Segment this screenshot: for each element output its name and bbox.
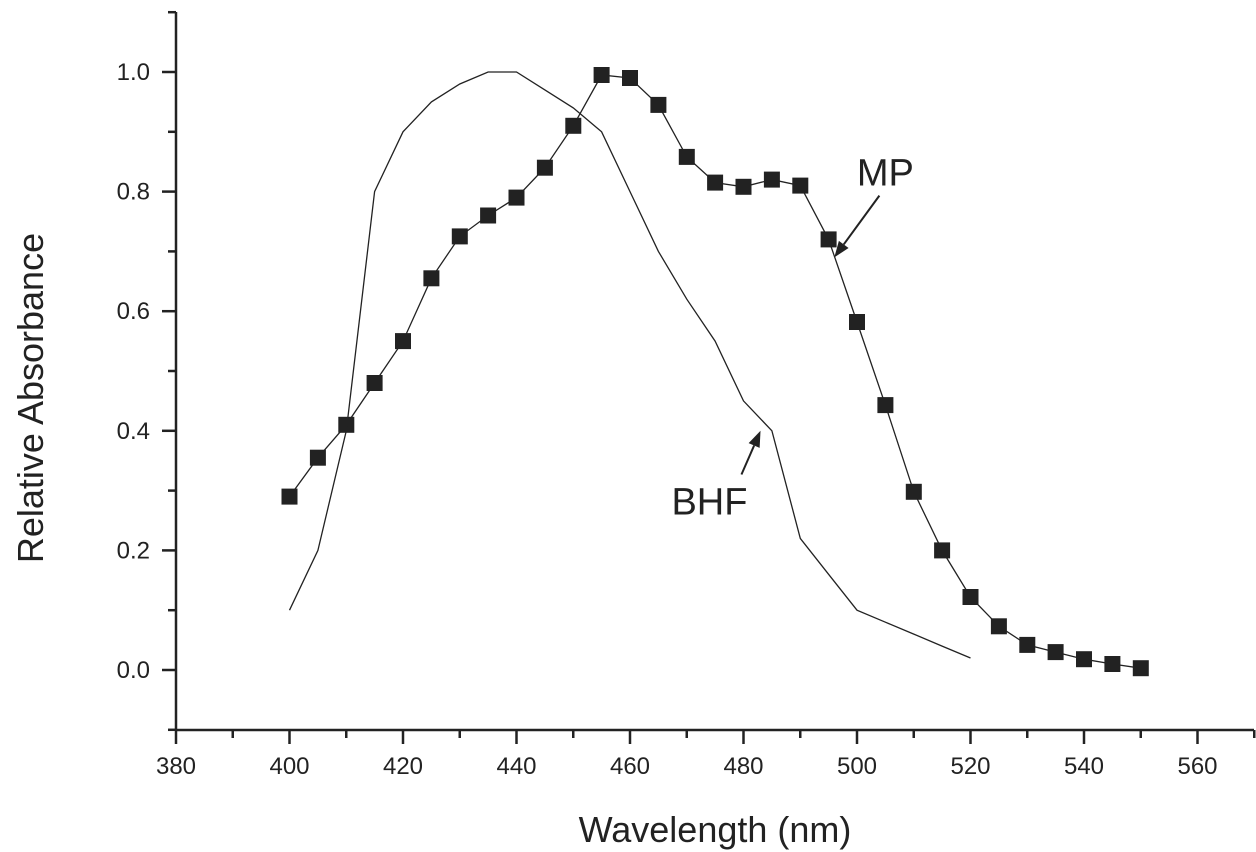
series-bhf — [288, 71, 971, 659]
annotations: MP BHF — [671, 153, 913, 524]
data-point-mp — [792, 177, 809, 194]
x-tick-label: 540 — [1064, 753, 1104, 780]
data-point-mp — [735, 178, 752, 195]
arrow-line-mp — [842, 195, 881, 246]
x-tick-label: 460 — [610, 753, 650, 780]
data-point-mp — [905, 483, 922, 500]
data-point-mp — [366, 375, 383, 391]
data-point-mp — [707, 174, 724, 191]
data-point-mp — [593, 67, 610, 83]
arrow-head-mp — [834, 240, 849, 258]
y-axis-title: Relative Absorbance — [10, 233, 51, 563]
x-tick-label: 520 — [950, 753, 990, 780]
data-point-mp — [650, 96, 667, 113]
data-point-mp — [849, 314, 865, 330]
data-point-mp — [1047, 644, 1064, 661]
data-point-mp — [934, 542, 951, 559]
x-tick-label: 560 — [1177, 753, 1217, 780]
plot-area — [281, 67, 1149, 677]
data-point-mp — [763, 171, 780, 188]
data-point-mp — [1019, 636, 1036, 653]
data-point-mp — [508, 189, 525, 206]
data-point-mp — [480, 207, 497, 224]
arrow-head-bhf — [748, 430, 761, 448]
y-ticks: 0.0 0.2 0.4 0.6 0.8 1.0 — [117, 10, 176, 732]
data-point-mp — [1132, 660, 1149, 677]
y-tick-label: 0.4 — [117, 418, 150, 445]
data-point-mp — [395, 333, 411, 350]
x-tick-label: 400 — [269, 753, 309, 780]
data-point-mp — [565, 117, 582, 134]
data-point-mp — [962, 589, 979, 605]
data-point-mp — [820, 231, 837, 248]
data-point-mp — [423, 270, 440, 287]
y-tick-label: 1.0 — [117, 59, 150, 86]
series-mp — [281, 67, 1149, 677]
series-label-mp: MP — [857, 153, 914, 195]
annotation-mp: MP — [834, 153, 914, 258]
series-line-mp — [288, 74, 1141, 669]
data-point-mp — [1104, 656, 1121, 672]
x-ticks: 380 400 420 440 460 480 500 520 540 560 — [156, 730, 1256, 780]
data-point-mp — [309, 449, 326, 466]
data-point-mp — [338, 416, 355, 433]
x-axis-title: Wavelength (nm) — [579, 809, 852, 850]
series-line-bhf — [288, 71, 971, 659]
data-point-mp — [622, 70, 638, 86]
data-point-mp — [990, 618, 1007, 635]
x-tick-label: 500 — [837, 753, 877, 780]
data-point-mp — [678, 148, 695, 165]
data-point-mp — [1076, 651, 1092, 668]
y-axis: 0.0 0.2 0.4 0.6 0.8 1.0 — [117, 10, 178, 732]
x-tick-label: 480 — [723, 753, 763, 780]
annotation-bhf: BHF — [671, 430, 761, 524]
data-point-mp — [877, 397, 894, 414]
x-tick-label: 380 — [156, 753, 196, 780]
x-tick-label: 420 — [383, 753, 423, 780]
data-point-mp — [536, 159, 553, 176]
series-label-bhf: BHF — [671, 482, 747, 524]
x-tick-label: 440 — [496, 753, 536, 780]
data-point-mp — [281, 488, 298, 505]
y-tick-label: 0.8 — [117, 179, 150, 206]
arrow-line-bhf — [740, 445, 756, 475]
x-axis: 380 400 420 440 460 480 500 520 540 560 — [156, 728, 1256, 780]
y-tick-label: 0.0 — [117, 657, 150, 684]
y-tick-label: 0.6 — [117, 298, 150, 325]
y-tick-label: 0.2 — [117, 537, 150, 564]
data-point-mp — [451, 228, 468, 245]
